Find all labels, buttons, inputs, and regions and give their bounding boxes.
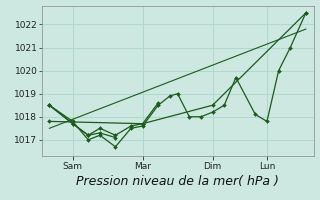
X-axis label: Pression niveau de la mer( hPa ): Pression niveau de la mer( hPa ): [76, 175, 279, 188]
